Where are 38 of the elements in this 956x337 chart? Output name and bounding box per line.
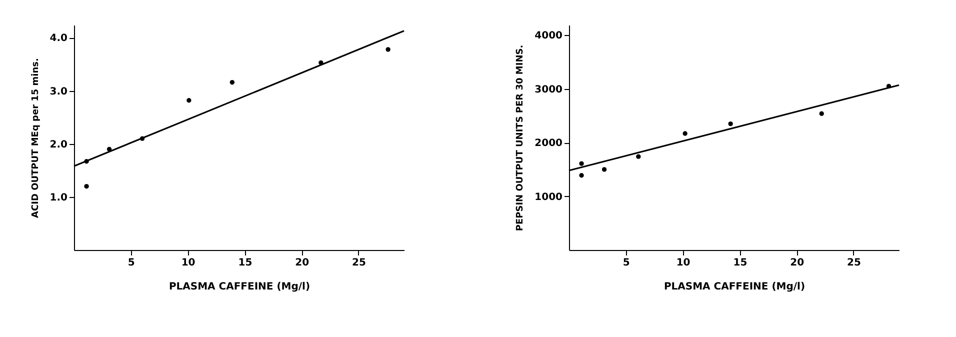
x-tick-label: 25 — [847, 258, 861, 268]
y-tick-label: 1000 — [534, 192, 563, 203]
x-tick-label: 5 — [622, 258, 630, 268]
x-tick-label: 5 — [128, 258, 135, 268]
y-tick-label: 2.0 — [50, 139, 68, 150]
point — [579, 161, 584, 166]
y-tick-label: 4000 — [534, 30, 563, 42]
point — [636, 154, 641, 159]
point — [579, 173, 584, 178]
x-tick-label: 15 — [733, 258, 748, 268]
x-axis-title: PLASMA CAFFEINE (Mg/l) — [168, 282, 310, 292]
y-tick-label: 4.0 — [50, 33, 68, 44]
point — [140, 136, 145, 141]
x-tick-label: 20 — [790, 258, 804, 268]
point — [386, 47, 390, 52]
point — [819, 111, 824, 116]
y-tick-label: 2000 — [534, 138, 563, 150]
y-tick-label: 3.0 — [50, 86, 68, 98]
point — [230, 80, 235, 85]
x-tick-label: 25 — [352, 258, 366, 268]
point — [84, 184, 89, 189]
point — [728, 121, 733, 126]
point — [602, 167, 607, 172]
x-tick-label: 10 — [181, 258, 196, 268]
y-tick-label: 3000 — [534, 84, 563, 96]
x-tick-label: 10 — [676, 258, 690, 268]
x-axis-title: PLASMA CAFFEINE (Mg/l) — [664, 282, 806, 292]
y-tick-label: 1.0 — [50, 192, 68, 204]
point — [318, 60, 324, 66]
y-axis-title: ACID OUTPUT MEq per 15 mins. — [30, 58, 41, 218]
point — [886, 84, 892, 89]
x-tick-label: 15 — [238, 258, 252, 268]
point — [106, 146, 112, 152]
point — [186, 98, 192, 103]
point — [84, 159, 89, 164]
point — [682, 131, 688, 136]
y-axis-title: PEPSIN OUTPUT UNITS PER 30 MINS. — [516, 44, 526, 232]
x-tick-label: 20 — [295, 258, 310, 268]
